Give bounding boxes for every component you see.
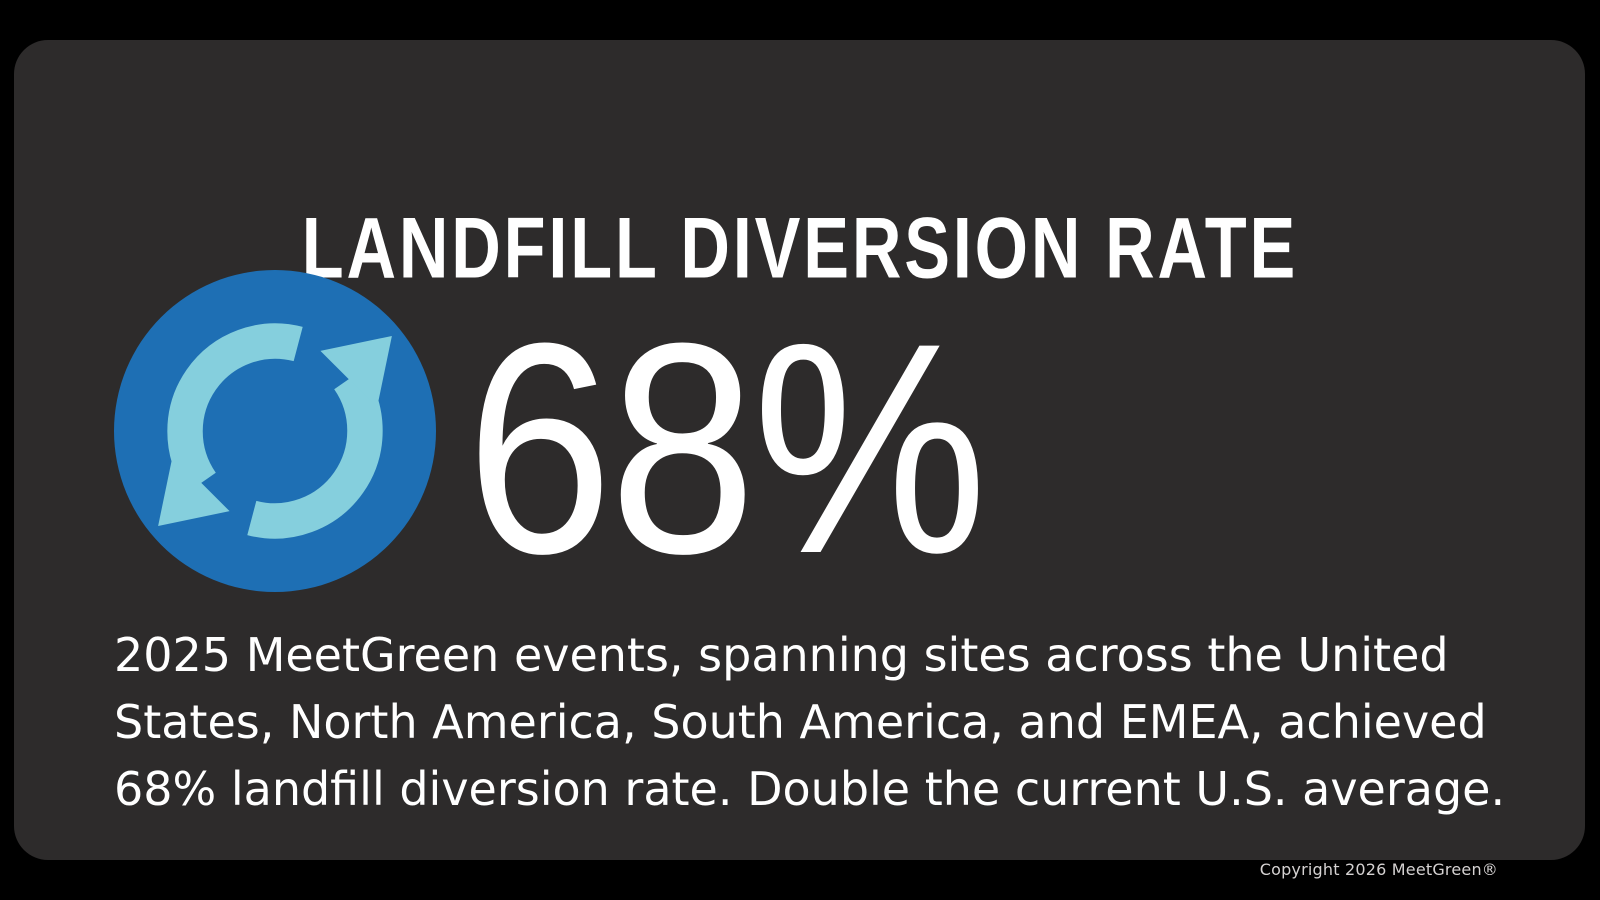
icon-arrowhead-top-right	[320, 336, 392, 408]
recycle-refresh-icon	[114, 270, 436, 592]
icon-arrowhead-bottom-left	[158, 454, 230, 526]
icon-arc-right	[247, 369, 383, 539]
page-title-text: LANDFILL DIVERSION RATE	[301, 200, 1298, 297]
page-title: LANDFILL DIVERSION RATE	[14, 201, 1585, 297]
icon-circle-background	[114, 270, 436, 592]
description-line-3: 68% landfill diversion rate. Double the …	[114, 762, 1506, 816]
stat-value: 68%	[466, 280, 987, 616]
icon-arc-left	[167, 323, 303, 493]
description-line-2: States, North America, South America, an…	[114, 695, 1487, 749]
infographic-card: LANDFILL DIVERSION RATE 68% 2025 MeetGre…	[14, 40, 1585, 879]
description-line-1: 2025 MeetGreen events, spanning sites ac…	[114, 628, 1449, 682]
copyright-text: Copyright 2026 MeetGreen®	[1259, 860, 1498, 879]
description-paragraph: 2025 MeetGreen events, spanning sites ac…	[114, 622, 1544, 823]
recycle-refresh-icon-svg	[114, 270, 436, 592]
